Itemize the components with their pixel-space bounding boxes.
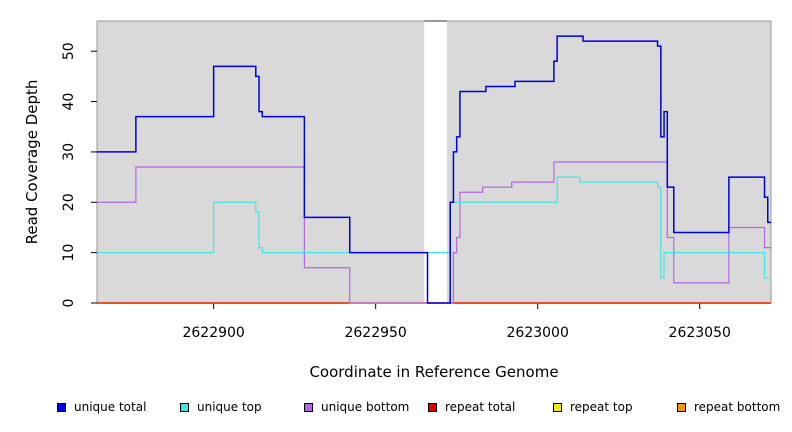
legend-swatch	[180, 402, 189, 412]
legend-swatch	[304, 402, 313, 412]
legend-swatch	[553, 402, 562, 412]
legend-label: repeat top	[570, 400, 633, 414]
legend-item-unique-top: unique top	[180, 400, 262, 414]
x-tick-label: 2623000	[507, 325, 569, 341]
series-line-unique-total	[97, 35, 771, 304]
legend-label: unique total	[74, 400, 147, 414]
y-tick-label: 40	[61, 93, 77, 111]
series-line-unique-bottom	[97, 161, 771, 304]
legend-label: repeat bottom	[694, 400, 781, 414]
legend-item-unique-bottom: unique bottom	[304, 400, 409, 414]
y-tick-label: 50	[61, 42, 77, 60]
x-tick-label: 2623050	[669, 325, 731, 341]
y-tick-label: 30	[61, 143, 77, 161]
x-axis-title: Coordinate in Reference Genome	[309, 363, 558, 381]
legend-item-unique-total: unique total	[57, 400, 146, 414]
coverage-gap	[424, 21, 447, 303]
series-line-unique-top	[97, 176, 771, 279]
legend-swatch	[428, 402, 437, 412]
y-tick-label: 0	[61, 299, 77, 308]
legend-swatch	[57, 402, 66, 412]
legend-label: repeat total	[445, 400, 516, 414]
legend-swatch	[677, 402, 686, 412]
legend-item-repeat-bottom: repeat bottom	[677, 400, 780, 414]
legend-item-repeat-top: repeat top	[553, 400, 633, 414]
legend-label: unique top	[197, 400, 262, 414]
legend-label: unique bottom	[321, 400, 410, 414]
legend-item-repeat-total: repeat total	[428, 400, 515, 414]
y-axis-title: Read Coverage Depth	[23, 80, 41, 245]
y-tick-label: 10	[61, 244, 77, 262]
chart-legend: unique total unique top unique bottom repea…	[0, 400, 792, 420]
x-tick-label: 2622950	[344, 325, 406, 341]
x-tick-label: 2622900	[182, 325, 244, 341]
y-tick-label: 20	[61, 193, 77, 211]
